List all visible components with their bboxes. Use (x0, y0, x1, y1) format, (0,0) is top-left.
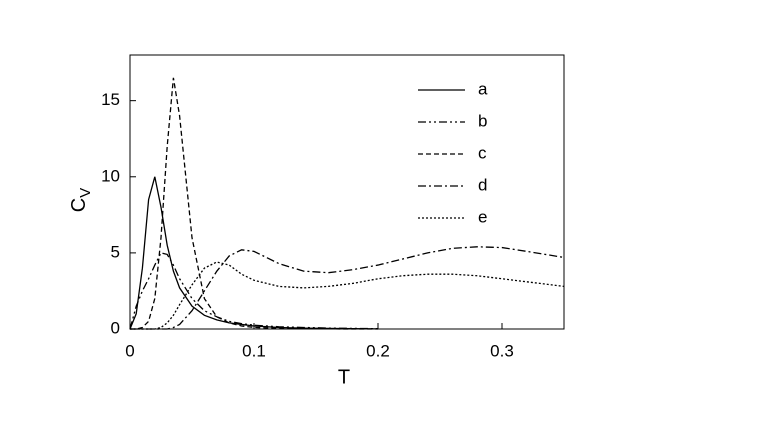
series-line (130, 261, 565, 330)
y-tick-label: 10 (101, 166, 120, 185)
legend-label: c (478, 143, 487, 162)
y-axis-label: CV (68, 188, 94, 212)
legend-label: a (478, 79, 488, 98)
y-tick-label: 5 (111, 242, 120, 261)
legend-label: e (478, 207, 487, 226)
series-line (129, 176, 379, 330)
series-line (130, 246, 565, 330)
x-axis-label: T (338, 366, 350, 388)
y-tick-label: 15 (101, 90, 120, 109)
x-tick-label: 0.2 (366, 341, 390, 360)
series-line (130, 77, 378, 330)
series-line (129, 252, 379, 330)
legend-label: b (478, 111, 487, 130)
x-tick-label: 0.3 (490, 341, 514, 360)
y-axis-label-sub: V (77, 188, 94, 198)
plot-frame (129, 54, 565, 330)
x-tick-label: 0 (125, 341, 134, 360)
y-axis-label-main: C (68, 198, 90, 212)
legend-label: d (478, 175, 487, 194)
x-tick-label: 0.1 (242, 341, 266, 360)
y-tick-label: 0 (111, 318, 120, 337)
